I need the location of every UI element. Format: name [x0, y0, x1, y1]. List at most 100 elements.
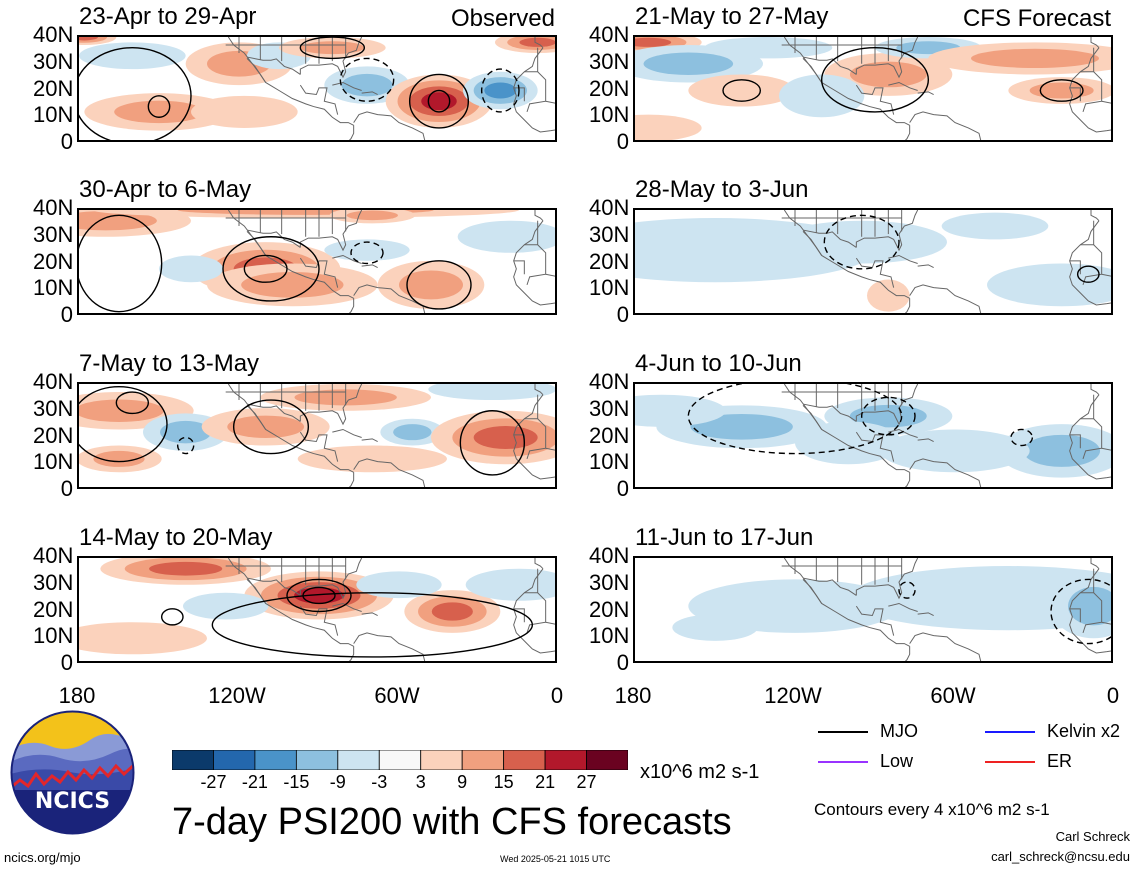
- coastline: [361, 612, 378, 616]
- coastline: [299, 84, 339, 115]
- latitude-label: 30N: [33, 395, 74, 421]
- latitude-label: 40N: [33, 543, 74, 568]
- coastline: [783, 37, 910, 126]
- colorbar: [171, 749, 629, 771]
- positive-anomaly: [79, 211, 157, 231]
- coastline: [1101, 100, 1111, 104]
- coastline: [888, 428, 918, 438]
- map-svg: [672, 558, 1111, 661]
- latitude-label: 30N: [589, 569, 630, 595]
- latitude-label: 40N: [589, 195, 630, 220]
- latitude-label: 30N: [33, 569, 74, 595]
- coastline: [1069, 220, 1111, 306]
- mjo-contour: [823, 214, 900, 270]
- map-panel-p8: [633, 556, 1113, 663]
- negative-anomaly: [776, 220, 947, 264]
- coastline: [524, 71, 547, 113]
- mjo-contour: [1050, 578, 1111, 645]
- coastline: [246, 58, 267, 83]
- positive-anomaly: [294, 587, 344, 604]
- mjo-contour: [406, 260, 472, 310]
- latitude-label: 30N: [33, 48, 74, 74]
- coastline: [348, 298, 355, 313]
- coastline: [917, 612, 934, 616]
- coastline: [1069, 394, 1111, 480]
- colorbar-swatch: [544, 749, 587, 771]
- negative-anomaly: [880, 429, 1030, 473]
- mjo-contour: [459, 410, 526, 476]
- positive-anomaly: [635, 37, 672, 47]
- latitude-label: 0: [616, 129, 629, 154]
- colorbar-swatch: [378, 749, 422, 771]
- latitude-label: 40N: [589, 543, 630, 568]
- negative-anomaly: [643, 52, 734, 75]
- coastline: [246, 405, 267, 430]
- latitude-label: 20N: [589, 75, 630, 101]
- coastline: [802, 229, 857, 248]
- coastline: [227, 384, 354, 473]
- negative-anomaly: [688, 579, 902, 633]
- logo-text: NCICS: [34, 789, 111, 814]
- coastline: [348, 472, 355, 487]
- positive-anomaly: [346, 210, 398, 221]
- negative-anomaly: [183, 592, 269, 620]
- colorbar-swatch: [254, 749, 297, 771]
- positive-anomaly: [149, 561, 223, 576]
- site-link[interactable]: ncics.org/mjo: [4, 850, 81, 865]
- author-email[interactable]: carl_schreck@ncsu.edu: [991, 849, 1130, 864]
- coastline: [545, 621, 555, 625]
- latitude-label: 10N: [589, 449, 630, 475]
- colorbar-label: -27: [200, 772, 227, 792]
- negative-anomaly: [941, 212, 1049, 240]
- coastline: [855, 431, 895, 462]
- latitude-label: 10N: [33, 102, 74, 128]
- coastline: [917, 91, 934, 95]
- latitude-label: 20N: [33, 596, 74, 622]
- negative-anomaly: [484, 82, 517, 99]
- coastline: [1090, 37, 1100, 49]
- mjo-contour: [115, 391, 150, 415]
- mjo-contour: [232, 399, 310, 455]
- mjo-contour: [79, 214, 163, 313]
- latitude-label: 40N: [589, 369, 630, 394]
- negative-anomaly: [341, 73, 393, 97]
- coastline: [855, 84, 895, 115]
- latitude-label: 40N: [33, 195, 74, 220]
- coastline: [1101, 621, 1111, 625]
- map-svg: [635, 210, 1111, 313]
- coastline: [855, 37, 919, 79]
- mjo-contour: [427, 89, 451, 113]
- latitude-label: 10N: [589, 275, 630, 301]
- coastline: [1069, 608, 1081, 623]
- coastline: [227, 37, 354, 126]
- coastline: [855, 384, 919, 426]
- coastline: [361, 438, 378, 442]
- negative-anomaly: [849, 404, 927, 428]
- colorbar-label: -9: [329, 772, 346, 792]
- coastline: [783, 210, 910, 299]
- mjo-contour: [222, 236, 320, 302]
- positive-anomaly: [971, 48, 1099, 69]
- coastline: [783, 558, 910, 647]
- coastline: [348, 646, 355, 661]
- negative-anomaly: [393, 424, 432, 441]
- positive-anomaly: [473, 426, 538, 449]
- mjo-contour: [898, 581, 916, 599]
- coastline: [1090, 558, 1100, 570]
- latitude-label: 20N: [589, 248, 630, 274]
- coastline: [1101, 447, 1111, 451]
- coastline: [545, 447, 555, 451]
- coastline: [1080, 418, 1103, 460]
- panel-title: 4-Jun to 10-Jun: [635, 350, 802, 377]
- latitude-label: 20N: [33, 248, 74, 274]
- coastline: [1080, 592, 1103, 634]
- panel-title: 30-Apr to 6-May: [79, 176, 252, 203]
- latitude-label: 0: [60, 302, 73, 327]
- negative-anomaly: [1023, 434, 1101, 467]
- coastline: [524, 592, 547, 634]
- negative-anomaly: [848, 566, 1111, 631]
- mjo-contour: [408, 73, 470, 129]
- coastline: [524, 244, 547, 286]
- positive-anomaly: [93, 450, 145, 467]
- coastline: [332, 428, 362, 438]
